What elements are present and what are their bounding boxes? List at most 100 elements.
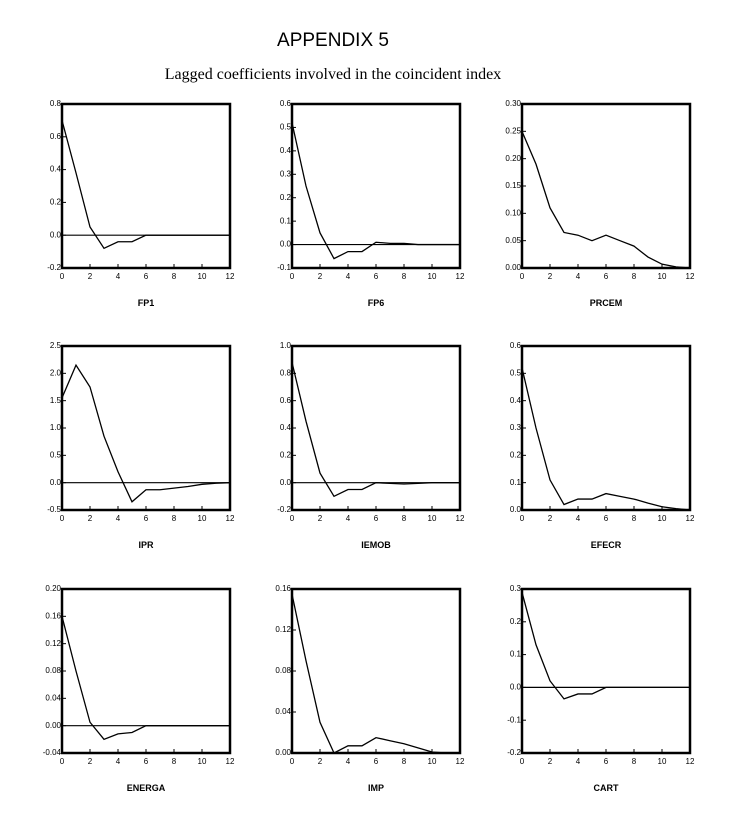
x-tick-label: 6 (374, 757, 379, 766)
x-axis-label: FP1 (138, 298, 155, 308)
y-tick-label: 0.6 (50, 132, 62, 141)
series-line (291, 122, 460, 260)
y-tick-label: 0.20 (505, 154, 521, 163)
y-tick-label: 0.16 (275, 584, 291, 593)
y-tick-label: 0.08 (45, 666, 61, 675)
x-axis-label: FP6 (368, 298, 385, 308)
x-tick-label: 8 (402, 272, 407, 281)
y-tick-label: 0.8 (50, 99, 62, 108)
plot-frame (520, 344, 692, 512)
x-tick-label: 8 (632, 514, 637, 523)
x-tick-label: 2 (88, 272, 93, 281)
y-tick-label: 0.04 (45, 693, 61, 702)
y-tick-label: 0.6 (280, 99, 292, 108)
x-tick-label: 10 (198, 757, 207, 766)
y-tick-label: 0.10 (505, 208, 521, 217)
x-axis-label: CART (594, 783, 619, 793)
plot-frame (290, 587, 462, 755)
x-tick-label: 10 (198, 514, 207, 523)
y-tick-label: 0.4 (510, 396, 522, 405)
y-tick-label: 0.15 (505, 181, 521, 190)
y-tick-label: 0.12 (45, 639, 61, 648)
x-tick-label: 8 (172, 757, 177, 766)
plot-frame (290, 344, 462, 512)
x-tick-label: 6 (144, 757, 149, 766)
x-axis-label: IEMOB (361, 540, 391, 550)
x-axis-label: IMP (368, 783, 384, 793)
y-tick-label: 0.0 (280, 240, 292, 249)
plot-frame (290, 102, 462, 270)
x-tick-label: 8 (632, 757, 637, 766)
y-tick-label: 0.08 (275, 666, 291, 675)
series-line (291, 362, 460, 498)
x-tick-label: 0 (60, 272, 65, 281)
y-tick-label: -0.1 (277, 263, 291, 272)
x-tick-label: 12 (456, 514, 465, 523)
plot-frame (60, 587, 232, 755)
y-tick-label: 2.5 (50, 341, 62, 350)
x-tick-label: 4 (346, 757, 351, 766)
x-tick-label: 2 (548, 514, 553, 523)
x-tick-label: 10 (428, 272, 437, 281)
y-tick-label: 0.1 (280, 216, 292, 225)
series-line (61, 616, 230, 741)
y-tick-label: 0.6 (510, 341, 522, 350)
y-tick-label: 0.04 (275, 707, 291, 716)
x-tick-label: 12 (686, 514, 695, 523)
y-tick-label: 0.2 (50, 198, 62, 207)
y-tick-label: 0.4 (280, 423, 292, 432)
y-tick-label: 0.00 (275, 748, 291, 757)
y-tick-label: 0.8 (280, 368, 292, 377)
x-tick-label: 12 (686, 272, 695, 281)
x-tick-label: 6 (604, 272, 609, 281)
x-tick-label: 4 (576, 272, 581, 281)
x-tick-label: 0 (60, 514, 65, 523)
y-tick-label: 0.1 (510, 650, 522, 659)
x-axis-label: PRCEM (590, 298, 623, 308)
y-tick-label: -0.2 (507, 748, 521, 757)
x-tick-label: 0 (520, 514, 525, 523)
y-tick-label: 1.0 (50, 423, 62, 432)
y-tick-label: 0.12 (275, 625, 291, 634)
x-axis-label: ENERGA (127, 783, 166, 793)
series-line (61, 120, 230, 250)
x-tick-label: 0 (520, 757, 525, 766)
x-tick-label: 6 (604, 757, 609, 766)
x-tick-label: 0 (290, 514, 295, 523)
x-tick-label: 0 (60, 757, 65, 766)
x-tick-label: 12 (456, 272, 465, 281)
plot-frame (520, 102, 692, 270)
page-title: APPENDIX 5 (277, 30, 389, 51)
y-tick-label: -0.04 (43, 748, 62, 757)
y-tick-label: 0.25 (505, 126, 521, 135)
x-tick-label: 4 (116, 514, 121, 523)
x-tick-label: 8 (402, 514, 407, 523)
y-tick-label: 0.30 (505, 99, 521, 108)
x-tick-label: 12 (226, 757, 235, 766)
x-tick-label: 2 (318, 757, 323, 766)
y-tick-label: 0.4 (280, 146, 292, 155)
x-tick-label: 12 (226, 514, 235, 523)
x-tick-label: 6 (374, 272, 379, 281)
y-tick-label: 0.05 (505, 236, 521, 245)
y-tick-label: 0.3 (280, 169, 292, 178)
y-tick-label: 0.2 (280, 450, 292, 459)
y-tick-label: 0.5 (280, 123, 292, 132)
x-tick-label: 8 (172, 272, 177, 281)
x-tick-label: 6 (144, 514, 149, 523)
y-tick-label: -0.2 (277, 505, 291, 514)
y-tick-label: 0.6 (280, 396, 292, 405)
y-tick-label: 0.0 (280, 478, 292, 487)
y-tick-label: 0.5 (50, 450, 62, 459)
series-line (521, 592, 690, 700)
y-tick-label: -0.2 (47, 263, 61, 272)
series-line (291, 593, 460, 754)
y-tick-label: 0.20 (45, 584, 61, 593)
y-tick-label: 0.3 (510, 584, 522, 593)
x-tick-label: 4 (576, 757, 581, 766)
y-tick-label: 0.1 (510, 478, 522, 487)
x-tick-label: 12 (456, 757, 465, 766)
y-tick-label: -0.1 (507, 715, 521, 724)
x-tick-label: 10 (428, 757, 437, 766)
